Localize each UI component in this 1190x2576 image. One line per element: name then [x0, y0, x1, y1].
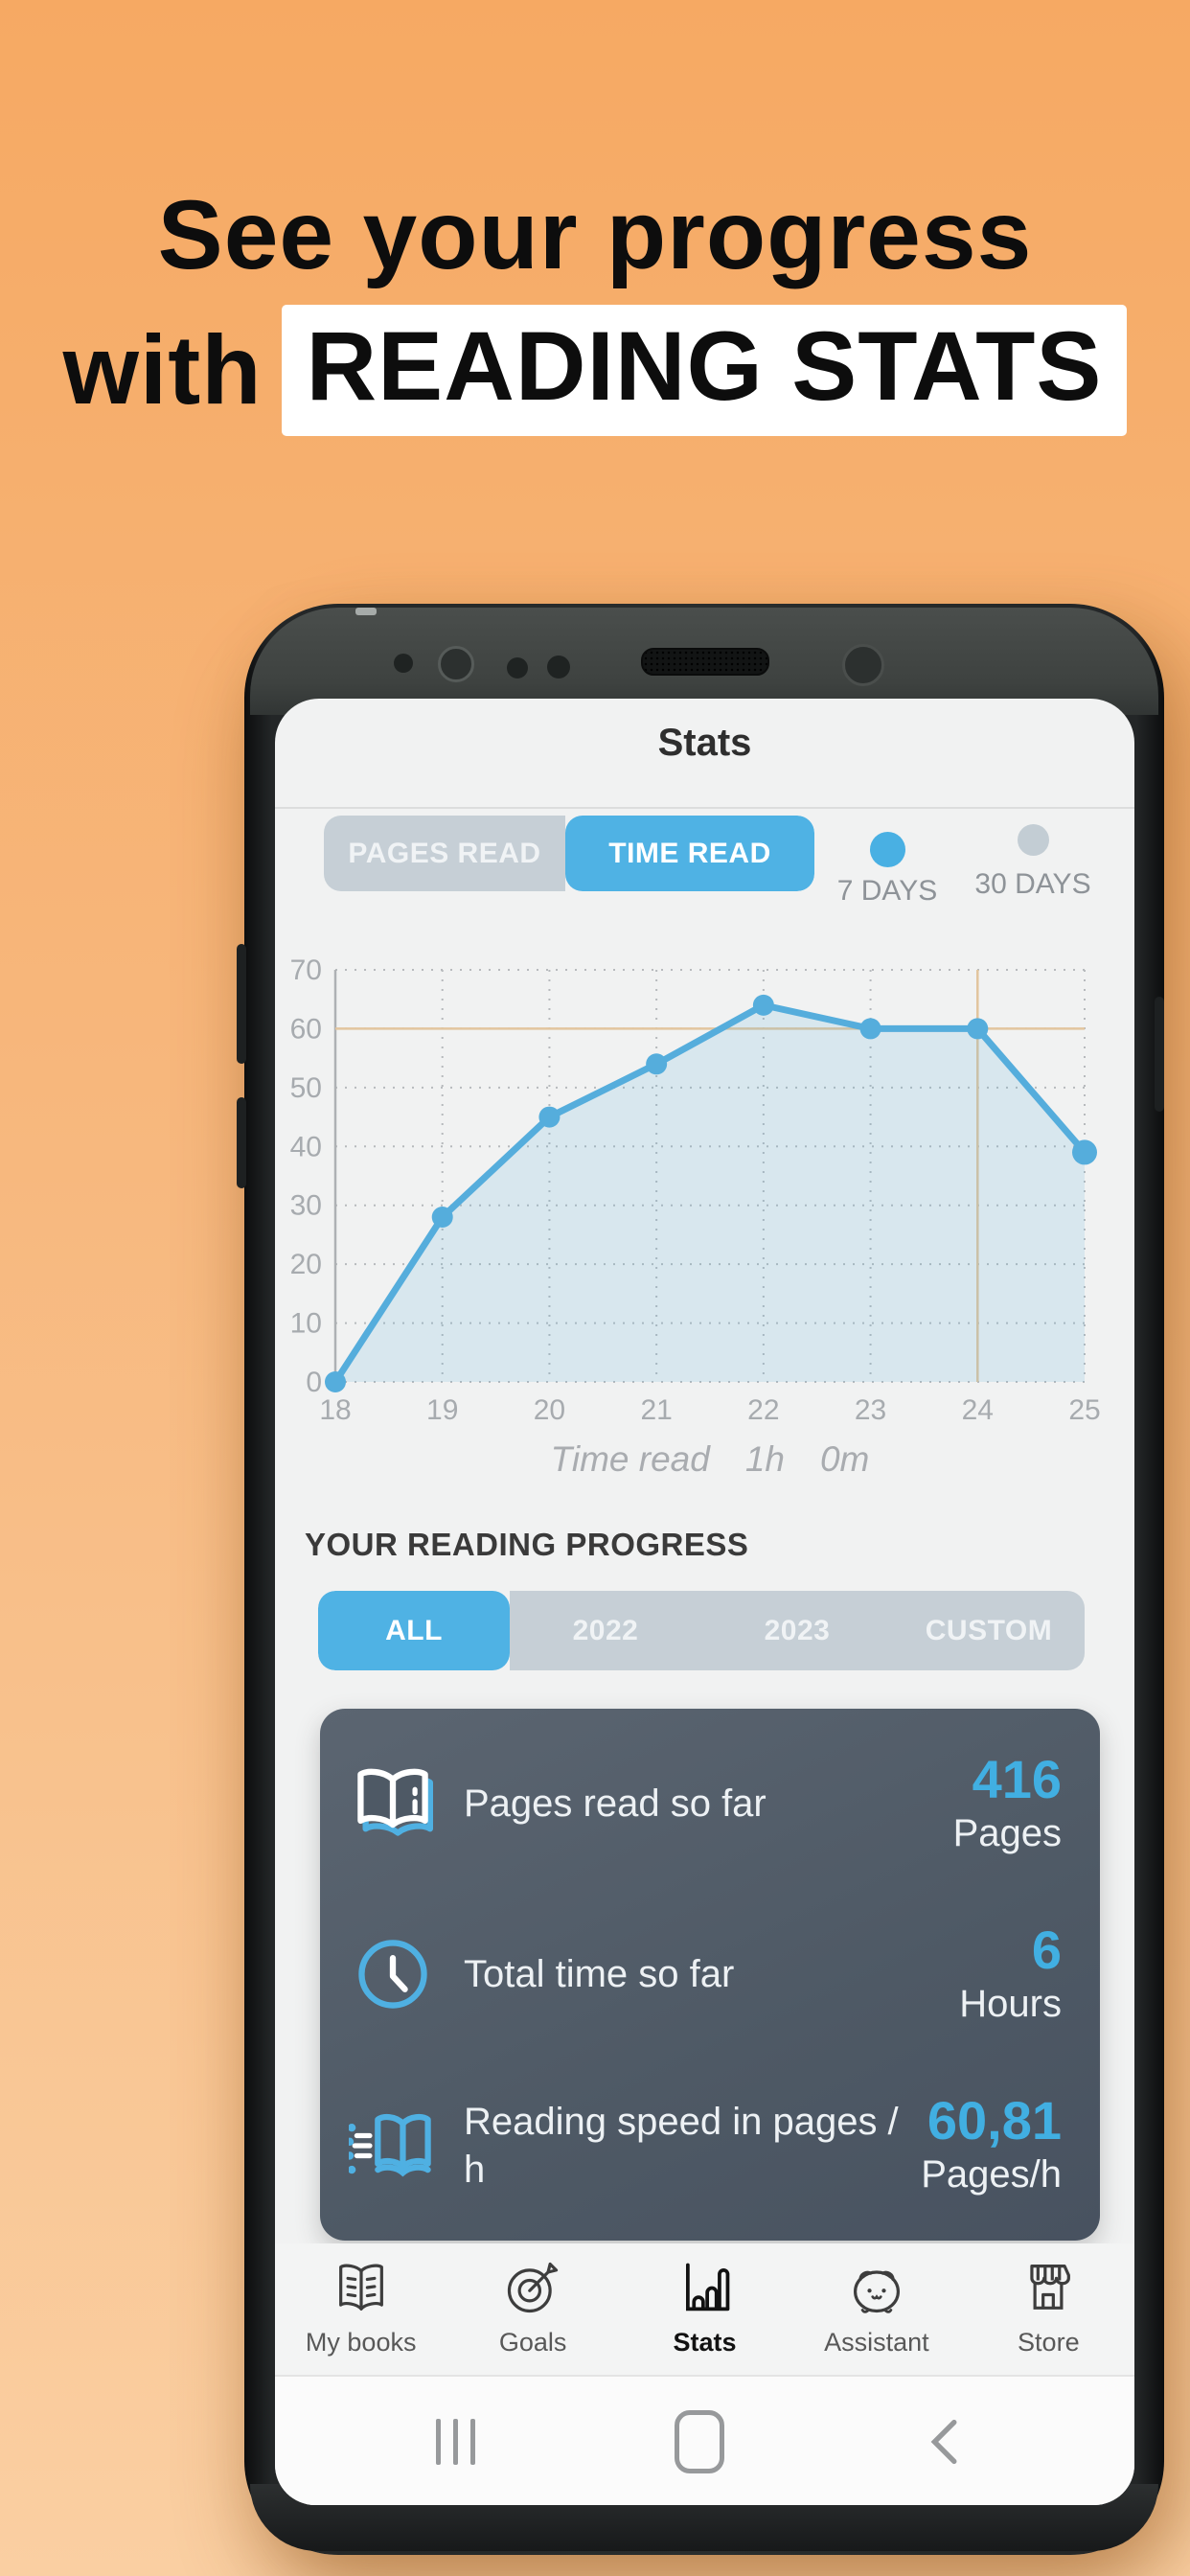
headline-with: with — [62, 315, 263, 425]
android-navbar — [275, 2375, 1134, 2505]
headline-line1: See your progress — [157, 180, 1033, 289]
svg-text:50: 50 — [290, 1072, 322, 1104]
svg-text:40: 40 — [290, 1131, 322, 1162]
legend-label-7-days: 7 DAYS — [836, 875, 938, 907]
home-button[interactable] — [642, 2377, 757, 2505]
back-icon — [930, 2419, 957, 2465]
recents-button[interactable] — [398, 2377, 513, 2505]
legend-dot-30-days — [1017, 824, 1049, 856]
svg-text:20: 20 — [534, 1394, 565, 1426]
svg-text:60: 60 — [290, 1013, 322, 1045]
reading-speed-icon — [347, 2104, 439, 2188]
legend-label-30-days: 30 DAYS — [974, 868, 1091, 900]
stat-row-speed: Reading speed in pages / h 60,81 Pages/h — [320, 2060, 1100, 2231]
nav-item-assistant[interactable]: Assistant — [790, 2243, 962, 2375]
nav-item-my-books[interactable]: My books — [275, 2243, 446, 2375]
legend-dot-7-days — [869, 832, 905, 867]
antenna-line — [355, 608, 377, 615]
stat-unit: Pages/h — [921, 2153, 1062, 2196]
tab-custom[interactable]: CUSTOM — [893, 1591, 1085, 1670]
bottom-nav: My books Goals Stats — [275, 2243, 1134, 2375]
nav-label: Store — [1018, 2328, 1080, 2357]
svg-text:70: 70 — [290, 954, 322, 986]
iris-camera — [438, 646, 474, 682]
metric-segmented-control: PAGES READ TIME READ — [324, 816, 814, 891]
stat-label: Pages read so far — [464, 1782, 767, 1826]
svg-text:0: 0 — [306, 1367, 322, 1398]
stats-icon — [685, 2263, 729, 2312]
speaker-grille — [641, 648, 769, 676]
headline-highlight: READING STATS — [281, 305, 1128, 436]
nav-label: Assistant — [824, 2328, 929, 2357]
nav-item-store[interactable]: Store — [963, 2243, 1134, 2375]
tab-time-read[interactable]: TIME READ — [565, 816, 814, 891]
proximity-sensor — [394, 654, 413, 673]
nav-label: Goals — [498, 2328, 567, 2357]
svg-text:18: 18 — [319, 1394, 351, 1426]
headline-line2: with READING STATS — [0, 305, 1190, 436]
stat-label: Reading speed in pages / h — [464, 2100, 899, 2191]
volume-button — [237, 944, 246, 1064]
stat-label: Total time so far — [464, 1953, 735, 1996]
nav-item-stats[interactable]: Stats — [619, 2243, 790, 2375]
tab-2022[interactable]: 2022 — [510, 1591, 701, 1670]
stat-row-pages: Pages read so far 416 Pages — [320, 1718, 1100, 1889]
bixby-button — [237, 1097, 246, 1188]
svg-text:21: 21 — [640, 1394, 672, 1426]
svg-text:23: 23 — [855, 1394, 886, 1426]
svg-text:20: 20 — [290, 1249, 322, 1280]
recents-icon — [435, 2419, 475, 2465]
svg-text:19: 19 — [426, 1394, 458, 1426]
svg-text:24: 24 — [962, 1394, 994, 1426]
stat-value: 6 — [1031, 1919, 1062, 1980]
open-book-icon — [347, 1761, 439, 1846]
store-icon — [1030, 2265, 1071, 2310]
home-icon — [675, 2410, 724, 2473]
nav-label: Stats — [673, 2328, 737, 2357]
sensor-dot — [507, 657, 528, 678]
assistant-icon — [853, 2270, 900, 2313]
power-button — [1155, 997, 1164, 1112]
front-camera — [842, 644, 884, 686]
page-title: Stats — [657, 722, 752, 764]
stat-unit: Pages — [952, 1811, 1062, 1854]
legend-item-7-days[interactable]: 7 DAYS — [815, 832, 959, 908]
stat-value: 60,81 — [927, 2090, 1062, 2151]
svg-text:30: 30 — [290, 1190, 322, 1222]
my-books-icon — [338, 2264, 383, 2311]
stat-unit: Hours — [959, 1982, 1062, 2025]
svg-text:25: 25 — [1068, 1394, 1100, 1426]
legend-item-30-days[interactable]: 30 DAYS — [961, 824, 1105, 901]
clock-icon — [347, 1932, 439, 2016]
period-segmented-control: ALL 2022 2023 CUSTOM — [318, 1591, 1085, 1670]
sensor-dot — [547, 656, 570, 678]
tab-2023[interactable]: 2023 — [701, 1591, 893, 1670]
phone-screen: Stats PAGES READ TIME READ 7 DAYS 30 DAY… — [275, 699, 1134, 2505]
stat-row-time: Total time so far 6 Hours — [320, 1889, 1100, 2059]
svg-text:10: 10 — [290, 1308, 322, 1340]
goals-icon — [507, 2262, 559, 2313]
header-divider — [275, 807, 1134, 809]
stat-value: 416 — [972, 1748, 1062, 1809]
time-read-chart: 0 10 20 30 40 50 60 70 18 19 20 21 22 23 24 25 Time read… — [290, 954, 1101, 1479]
tab-all[interactable]: ALL — [318, 1591, 510, 1670]
back-button[interactable] — [886, 2377, 1001, 2505]
tab-pages-read[interactable]: PAGES READ — [324, 816, 565, 891]
progress-heading: YOUR READING PROGRESS — [305, 1527, 749, 1562]
nav-item-goals[interactable]: Goals — [446, 2243, 618, 2375]
svg-text:22: 22 — [747, 1394, 779, 1426]
phone-top-bezel — [250, 608, 1158, 715]
svg-text:Time read 1h 0m: Time read 1h 0m — [551, 1439, 870, 1479]
stats-card: Pages read so far 416 Pages Total time s… — [320, 1709, 1100, 2241]
nav-label: My books — [305, 2328, 417, 2357]
